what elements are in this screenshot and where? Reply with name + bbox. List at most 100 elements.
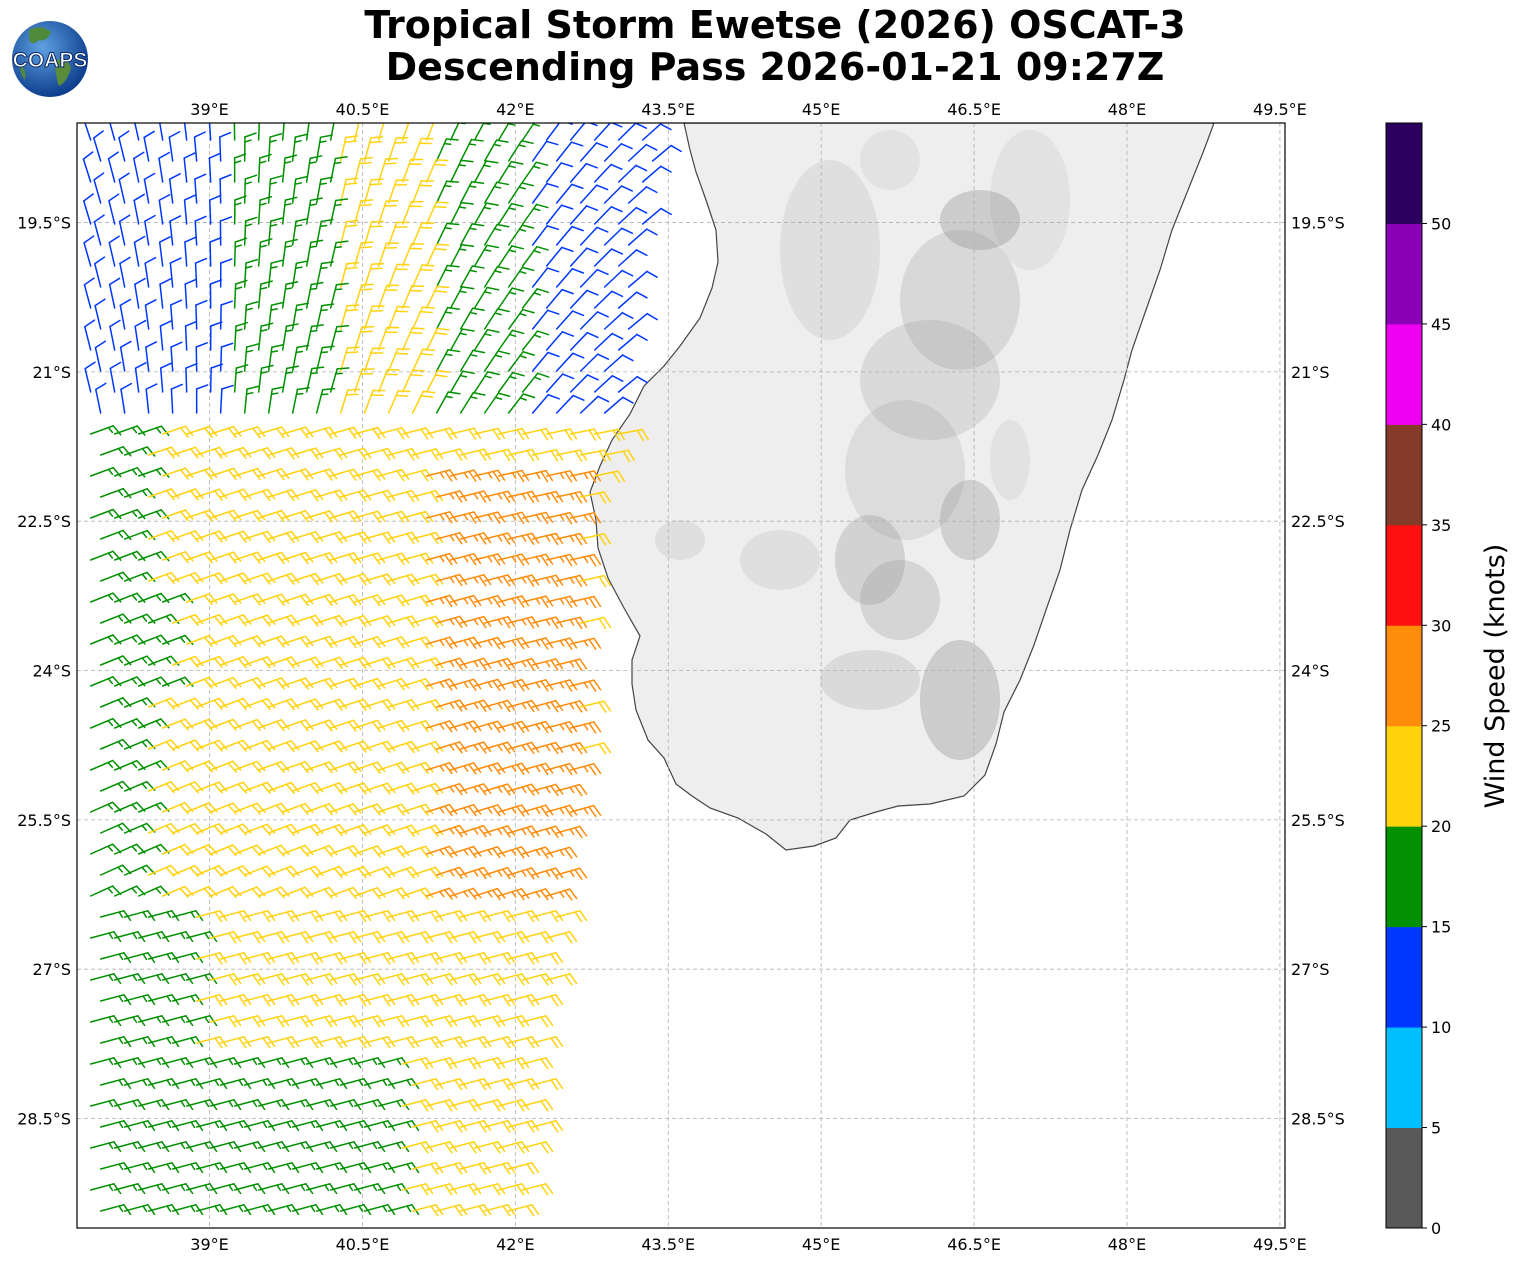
wind-barb — [617, 291, 648, 309]
wind-barb — [507, 1204, 540, 1217]
wind-barb — [377, 368, 400, 393]
wind-barb — [257, 468, 290, 481]
wind-barb — [627, 228, 658, 246]
wind-barb — [473, 678, 506, 692]
terrain-relief — [740, 530, 820, 590]
wind-barb — [144, 256, 157, 288]
wind-barb — [473, 244, 500, 267]
wind-barb — [449, 328, 475, 351]
wind-barb — [387, 699, 420, 712]
wind-barb — [257, 551, 290, 564]
wind-barb — [569, 162, 598, 183]
wind-barb — [281, 154, 298, 183]
colorbar-segment — [1386, 926, 1422, 1028]
wind-barb — [219, 342, 234, 372]
map-area[interactable] — [77, 110, 1285, 1228]
wind-barb — [459, 138, 484, 162]
wind-barb — [411, 137, 434, 162]
wind-barb — [483, 616, 516, 629]
wind-barb — [243, 488, 276, 502]
wind-barb — [363, 531, 396, 544]
wind-barb — [435, 741, 468, 754]
wind-barb — [329, 635, 362, 649]
wind-barb — [555, 310, 585, 330]
wind-barb — [507, 308, 535, 330]
wind-barb — [507, 140, 534, 162]
wind-barb — [195, 342, 208, 372]
colorbar-tick-label: 25 — [1431, 717, 1451, 736]
colorbar-segment — [1386, 323, 1422, 425]
wind-barb — [363, 347, 386, 372]
wind-barb — [459, 866, 492, 880]
wind-barb — [555, 825, 588, 839]
wind-barb — [521, 161, 549, 183]
wind-barb — [507, 1162, 540, 1175]
wind-barb — [185, 362, 198, 393]
wind-barb — [99, 487, 132, 499]
wind-barb — [233, 153, 247, 183]
wind-barb — [521, 1099, 554, 1112]
wind-barb — [449, 201, 474, 225]
wind-barb — [459, 532, 492, 545]
wind-barb — [555, 225, 584, 246]
wind-barb — [329, 123, 336, 141]
wind-barb — [185, 634, 218, 648]
wind-barb — [147, 571, 180, 585]
wind-barb — [134, 362, 147, 393]
lon-label-bottom: 42°E — [496, 1235, 534, 1254]
wind-barb — [94, 340, 107, 372]
wind-barb — [137, 509, 170, 520]
wind-barb — [305, 510, 338, 523]
wind-barb — [195, 384, 209, 414]
wind-barb — [315, 531, 348, 544]
wind-barb — [209, 509, 242, 522]
wind-barb — [363, 866, 396, 879]
wind-barb — [291, 614, 324, 627]
wind-barb — [531, 1120, 564, 1133]
wind-barb — [281, 426, 314, 439]
wind-barb — [363, 698, 396, 712]
wind-barb — [363, 447, 396, 461]
lat-label-right: 28.5°S — [1291, 1109, 1345, 1128]
colorbar-tick-label: 35 — [1431, 516, 1451, 535]
wind-barb — [473, 636, 506, 650]
wind-barb — [545, 331, 575, 351]
wind-barb — [233, 635, 266, 648]
wind-barb — [545, 204, 574, 225]
wind-barb — [617, 123, 648, 141]
wind-barb — [579, 311, 609, 330]
wind-barb — [377, 242, 399, 267]
colorbar-tick-label: 50 — [1431, 214, 1451, 233]
wind-barb — [233, 279, 248, 309]
wind-barb — [109, 361, 122, 393]
wind-barb — [411, 531, 444, 545]
wind-barb — [315, 489, 348, 502]
wind-barb — [281, 677, 314, 690]
wind-barb — [435, 391, 461, 414]
wind-barb — [145, 341, 158, 372]
wind-barb — [521, 846, 554, 859]
wind-barb — [305, 635, 338, 648]
lat-label-left: 21°S — [32, 363, 71, 382]
wind-barb — [627, 143, 658, 162]
wind-barb — [483, 825, 516, 838]
lon-label-top: 46.5°E — [947, 100, 1001, 119]
colorbar-tick-label: 30 — [1431, 616, 1451, 635]
wind-barb — [118, 130, 130, 162]
wind-barb — [425, 678, 458, 691]
wind-barb — [171, 446, 204, 459]
wind-barb — [387, 137, 409, 162]
wind-barb — [267, 259, 284, 288]
wind-barb — [627, 270, 658, 288]
wind-barb — [363, 782, 396, 795]
wind-barb — [627, 312, 658, 330]
wind-barb — [257, 635, 290, 648]
wind-barb — [291, 740, 324, 753]
top-longitude-labels: 39°E 40.5°E 42°E 43.5°E 45°E 46.5°E 48°E 49.5°E — [190, 100, 1306, 119]
wind-barb — [473, 202, 499, 225]
wind-barb — [157, 123, 164, 141]
terrain-relief — [845, 400, 965, 540]
wind-barb — [507, 741, 540, 755]
wind-barb — [161, 592, 194, 604]
wind-barb — [305, 239, 324, 267]
